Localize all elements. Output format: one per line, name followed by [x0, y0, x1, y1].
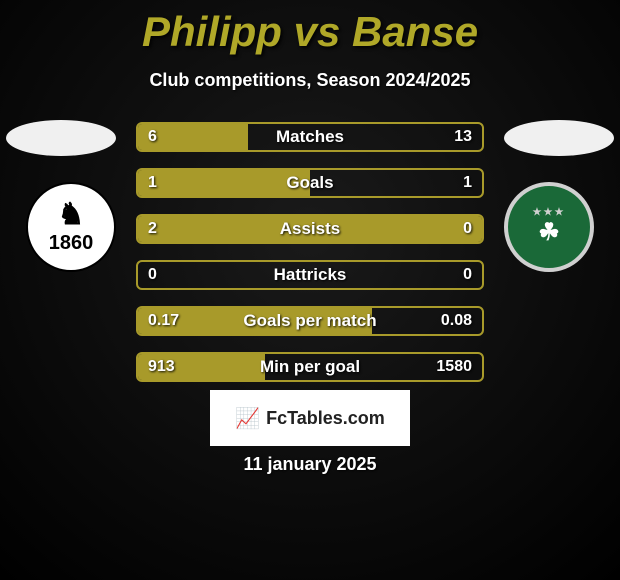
stat-label: Hattricks: [138, 265, 482, 285]
club-badge-right: ★★★ ☘: [504, 182, 594, 272]
title-player-left: Philipp: [142, 8, 282, 55]
lion-icon: ♞: [58, 200, 85, 230]
stats-container: 6Matches131Goals12Assists00Hattricks00.1…: [136, 122, 484, 398]
page-title: Philipp vs Banse: [0, 0, 620, 56]
club-left-year: 1860: [49, 232, 94, 255]
stat-value-right: 0: [463, 220, 482, 238]
stat-row: 6Matches13: [136, 122, 484, 152]
stat-row: 1Goals1: [136, 168, 484, 198]
subtitle: Club competitions, Season 2024/2025: [0, 70, 620, 91]
player-badge-right: [504, 120, 614, 156]
stat-label: Min per goal: [138, 357, 482, 377]
stat-value-right: 0.08: [441, 312, 482, 330]
stat-row: 913Min per goal1580: [136, 352, 484, 382]
club-badge-left: ♞ 1860: [26, 182, 116, 272]
stat-label: Goals: [138, 173, 482, 193]
stat-row: 0Hattricks0: [136, 260, 484, 290]
stat-value-right: 13: [454, 128, 482, 146]
logo-text: FcTables.com: [266, 408, 385, 429]
chart-icon: 📈: [235, 406, 260, 431]
stat-value-right: 1580: [436, 358, 482, 376]
clover-icon: ☘: [533, 218, 566, 247]
stars-icon: ★★★: [533, 207, 566, 218]
stat-label: Matches: [138, 127, 482, 147]
date-label: 11 january 2025: [0, 454, 620, 475]
stat-row: 0.17Goals per match0.08: [136, 306, 484, 336]
stat-label: Assists: [138, 219, 482, 239]
title-player-right: Banse: [352, 8, 478, 55]
stat-label: Goals per match: [138, 311, 482, 331]
site-logo: 📈 FcTables.com: [210, 390, 410, 446]
stat-value-right: 1: [463, 174, 482, 192]
stat-value-right: 0: [463, 266, 482, 284]
stat-row: 2Assists0: [136, 214, 484, 244]
player-badge-left: [6, 120, 116, 156]
title-vs: vs: [294, 8, 341, 55]
